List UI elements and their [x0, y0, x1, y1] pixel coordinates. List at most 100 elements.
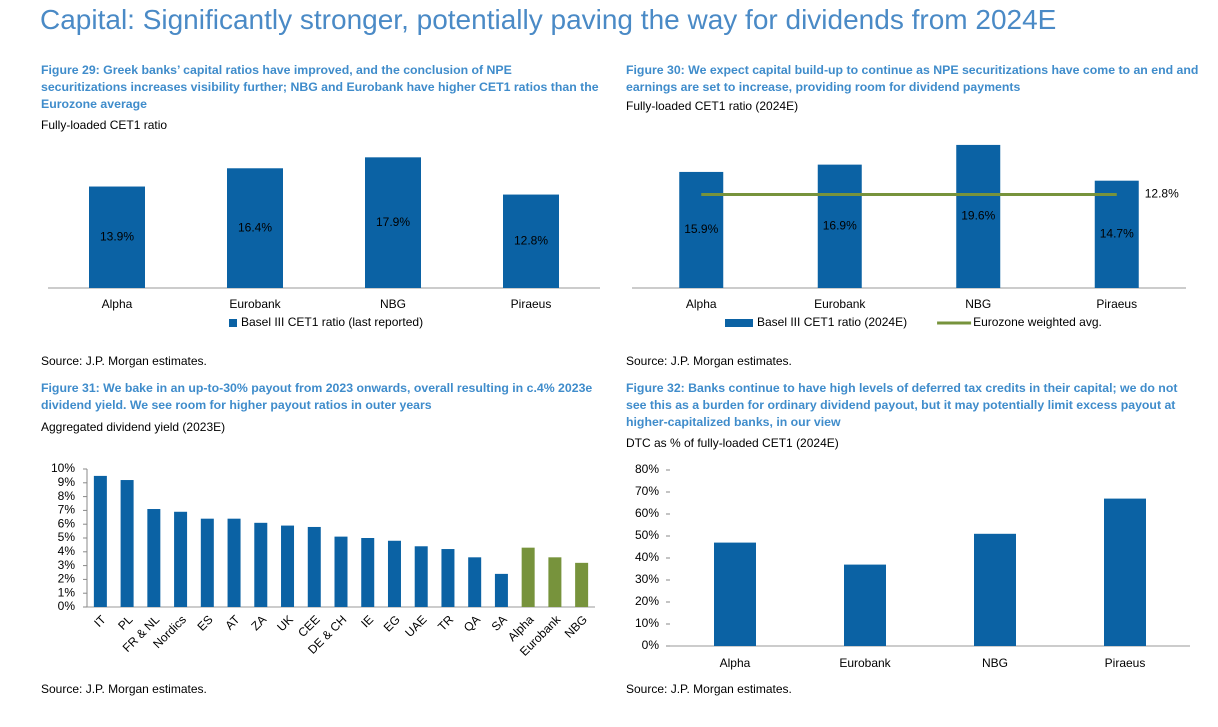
x-tick-label: Piraeus [1105, 656, 1146, 670]
figure-subtitle: Fully-loaded CET1 ratio [41, 118, 167, 132]
bar [200, 518, 214, 607]
y-tick-label: 0% [58, 599, 76, 613]
figure-title: Figure 32: Banks continue to have high l… [626, 381, 1178, 429]
y-tick-label: 60% [635, 506, 659, 520]
bar [281, 525, 295, 607]
source: Source: J.P. Morgan estimates. [41, 682, 207, 696]
bar [307, 526, 321, 607]
bar [227, 168, 283, 288]
bar [956, 144, 1001, 288]
y-tick-label: 6% [58, 516, 76, 530]
value-label: 16.9% [823, 218, 857, 232]
x-tick-label: UK [274, 612, 296, 634]
bar [147, 509, 161, 607]
legend-label: Basel III CET1 ratio (2024E) [757, 315, 907, 329]
bar [254, 522, 268, 607]
y-tick-label: 50% [635, 528, 659, 542]
bar [120, 480, 134, 607]
bar [174, 511, 188, 607]
page-title: Capital: Significantly stronger, potenti… [40, 4, 1057, 35]
y-tick-label: 10% [51, 461, 75, 475]
y-tick-label: 7% [58, 503, 76, 517]
bar [1094, 180, 1139, 288]
x-tick-label: AT [222, 612, 243, 633]
bar [387, 540, 401, 607]
x-tick-label: PL [115, 612, 136, 633]
legend-swatch [229, 319, 237, 327]
x-tick-label: NBG [965, 297, 991, 311]
bar [844, 564, 886, 646]
x-tick-label: Alpha [686, 297, 717, 311]
y-tick-label: 9% [58, 475, 76, 489]
x-tick-label: IE [358, 612, 376, 630]
y-tick-label: 4% [58, 544, 76, 558]
source: Source: J.P. Morgan estimates. [626, 682, 792, 696]
bar [817, 164, 862, 288]
bar [227, 518, 241, 607]
y-tick-label: 70% [635, 484, 659, 498]
y-tick-label: 2% [58, 572, 76, 586]
x-tick-label: SA [489, 612, 510, 633]
x-tick-label: Eurobank [814, 297, 866, 311]
y-tick-label: 80% [635, 462, 659, 476]
figure-title: Figure 29: Greek banks’ capital ratios h… [41, 63, 599, 111]
bar [441, 549, 455, 607]
x-tick-label: QA [461, 612, 483, 634]
figure-subtitle: Fully-loaded CET1 ratio (2024E) [626, 99, 798, 113]
y-tick-label: 1% [58, 585, 76, 599]
bar [334, 536, 348, 607]
bar [974, 533, 1016, 646]
x-tick-label: TR [435, 612, 456, 633]
figure-title: Figure 30: We expect capital build-up to… [626, 63, 1199, 94]
y-tick-label: 10% [635, 616, 659, 630]
value-label: 16.4% [238, 220, 272, 234]
bar [503, 194, 559, 288]
value-label: 17.9% [376, 215, 410, 229]
bar [365, 157, 421, 288]
value-label: 13.9% [100, 229, 134, 243]
y-tick-label: 30% [635, 572, 659, 586]
value-label: 14.7% [1100, 227, 1134, 241]
x-tick-label: Eurobank [839, 656, 891, 670]
bar [679, 171, 724, 288]
value-label: 19.6% [961, 209, 995, 223]
x-tick-label: EG [381, 612, 403, 634]
x-tick-label: Piraeus [1096, 297, 1137, 311]
y-tick-label: 8% [58, 489, 76, 503]
figure-subtitle: DTC as % of fully-loaded CET1 (2024E) [626, 436, 839, 450]
y-tick-label: 40% [635, 550, 659, 564]
y-tick-label: 0% [642, 638, 660, 652]
bar [548, 557, 562, 607]
x-tick-label: ES [194, 612, 215, 633]
bar [494, 573, 508, 607]
bar [93, 475, 107, 607]
source: Source: J.P. Morgan estimates. [626, 354, 792, 368]
x-tick-label: Piraeus [511, 297, 552, 311]
y-tick-label: 20% [635, 594, 659, 608]
legend-label: Eurozone weighted avg. [973, 315, 1102, 329]
bar [89, 186, 145, 288]
x-tick-label: NBG [562, 612, 590, 640]
x-tick-label: NBG [380, 297, 406, 311]
legend-label: Basel III CET1 ratio (last reported) [241, 315, 423, 329]
bar [414, 546, 428, 607]
x-tick-label: IT [91, 612, 109, 630]
value-label: 12.8% [514, 233, 548, 247]
legend-swatch [725, 319, 753, 327]
bar [361, 538, 375, 607]
value-label: 15.9% [684, 222, 718, 236]
x-tick-label: Eurobank [229, 297, 281, 311]
x-tick-label: UAE [402, 612, 429, 639]
x-tick-label: Alpha [720, 656, 751, 670]
y-tick-label: 3% [58, 558, 76, 572]
bar [575, 562, 589, 607]
bar [1104, 498, 1146, 646]
bar [521, 547, 535, 607]
average-label: 12.8% [1145, 187, 1179, 201]
x-tick-label: NBG [982, 656, 1008, 670]
figure-subtitle: Aggregated dividend yield (2023E) [41, 420, 225, 434]
y-tick-label: 5% [58, 530, 76, 544]
figure-title: Figure 31: We bake in an up-to-30% payou… [41, 381, 593, 412]
